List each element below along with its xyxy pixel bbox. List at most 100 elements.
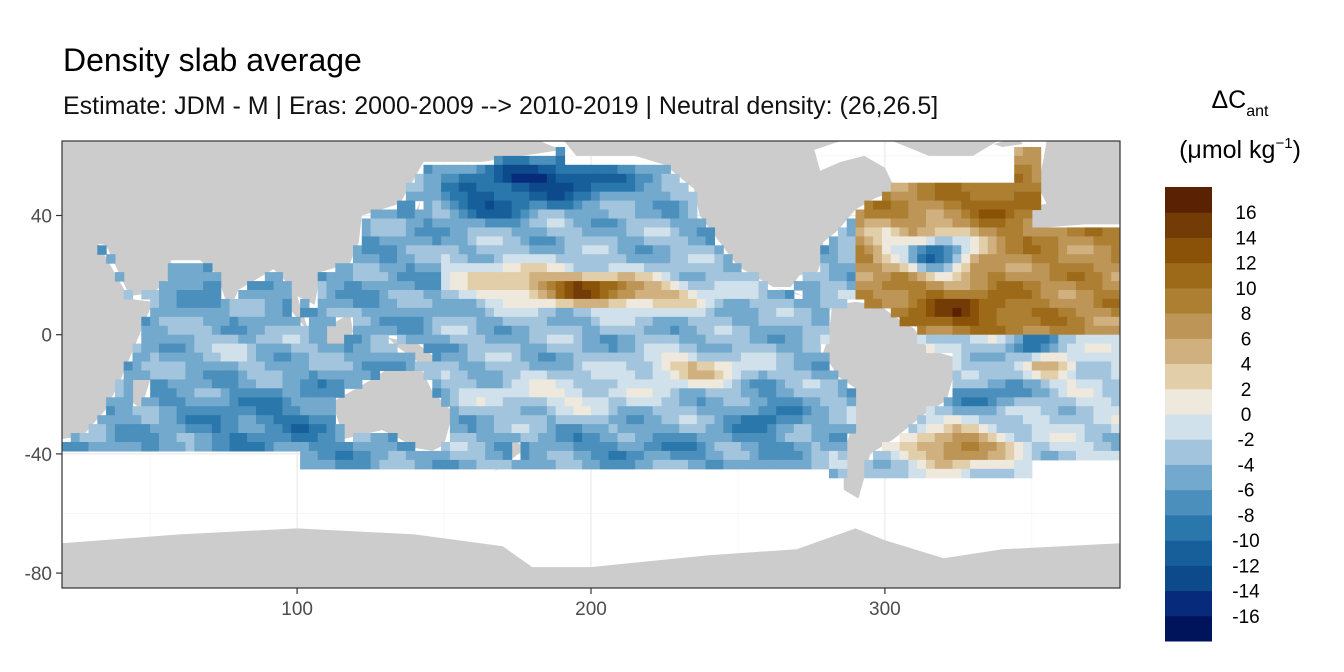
field-cell [1005,272,1015,282]
field-cell [185,316,195,327]
field-cell [740,272,751,282]
field-cell [502,316,513,327]
colorbar-swatch [1165,514,1212,541]
field-cell [811,361,821,371]
field-cell [617,459,627,470]
field-cell [785,343,795,354]
field-cell [203,316,213,327]
field-cell [573,352,583,363]
field-cell [211,442,222,452]
field-cell [829,281,839,291]
field-cell [353,334,363,345]
field-cell [273,370,283,380]
field-cell [890,442,901,452]
field-cell [811,334,821,345]
field-cell [670,343,680,354]
field-cell [150,388,160,398]
field-cell [141,343,151,354]
field-cell [538,406,548,416]
field-cell [599,450,610,461]
field-cell [167,415,178,425]
field-cell [952,334,962,345]
field-cell [229,343,239,354]
field-cell [229,379,239,389]
field-cell [635,370,645,380]
field-cell [617,397,627,407]
field-cell [106,254,116,264]
field-cell [511,182,521,193]
field-cell [635,442,645,452]
field-cell [846,424,857,434]
field-cell [353,459,363,470]
field-cell [397,200,407,211]
field-cell [767,343,777,354]
field-cell [520,272,530,282]
field-cell [476,245,486,255]
field-cell [679,343,689,354]
field-cell [414,361,425,371]
field-cell [1023,370,1033,380]
field-cell [952,397,962,407]
field-cell [696,442,707,452]
field-cell [802,334,812,345]
field-cell [635,450,645,461]
field-cell [785,450,795,461]
field-cell [353,325,363,336]
field-cell [361,218,372,228]
field-cell [661,191,671,202]
field-cell [441,450,451,461]
field-cell [423,370,433,380]
field-cell [361,307,372,318]
field-cell [943,298,954,309]
field-cell [308,459,319,470]
field-cell [1075,433,1086,443]
field-cell [353,379,363,389]
field-cell [1093,316,1103,327]
field-cell [1075,450,1086,461]
field-cell [247,298,257,309]
field-cell [564,290,574,300]
field-cell [476,352,486,363]
field-cell [820,334,830,345]
field-cell [617,200,627,211]
field-cell [617,370,627,380]
field-cell [670,173,680,184]
field-cell [458,316,469,327]
field-cell [740,298,751,309]
field-cell [546,307,557,318]
field-cell [661,164,671,175]
field-cell [1040,379,1051,389]
field-cell [1093,415,1103,425]
field-cell [159,397,169,407]
field-cell [564,343,574,354]
field-cell [996,433,1006,443]
field-cell [917,191,927,202]
field-cell [1102,334,1112,345]
field-cell [1058,325,1068,336]
field-cell [379,343,389,354]
field-cell [811,343,821,354]
field-cell [326,370,336,380]
field-cell [211,379,222,389]
field-cell [476,433,486,443]
field-cell [282,325,292,336]
field-cell [582,379,592,389]
field-cell [229,424,239,434]
field-cell [476,424,486,434]
field-cell [555,272,566,282]
field-cell [1058,424,1068,434]
field-cell [837,406,848,416]
field-cell [705,379,715,389]
field-cell [961,343,971,354]
field-cell [1093,254,1103,264]
field-cell [185,334,195,345]
field-cell [1031,147,1042,157]
field-cell [1102,307,1112,318]
field-cell [1005,442,1015,452]
field-cell [123,397,134,407]
field-cell [1075,361,1086,371]
field-cell [661,379,671,389]
field-cell [344,298,354,309]
field-cell [829,388,839,398]
field-cell [300,450,310,461]
